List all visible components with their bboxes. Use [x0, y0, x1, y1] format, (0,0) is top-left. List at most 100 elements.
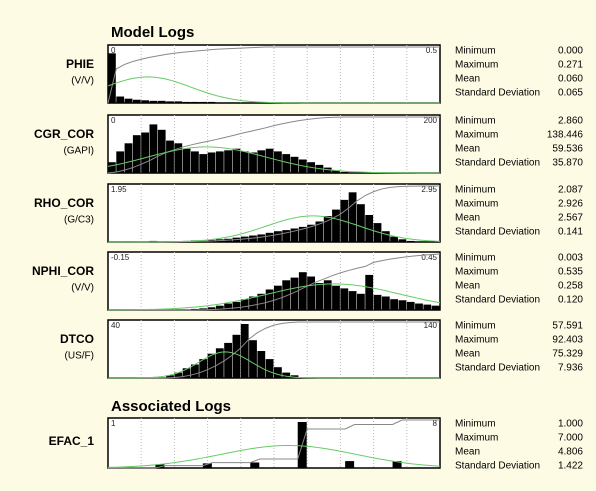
histogram-bar [373, 294, 382, 310]
normal-curve [107, 76, 440, 104]
histogram-bar [199, 359, 208, 378]
histogram-bar [199, 101, 208, 103]
histogram-bar [406, 240, 415, 242]
histogram-bar [232, 334, 241, 378]
normal-curve [107, 283, 441, 311]
histogram-bar [357, 204, 365, 242]
stat-label: Mean [455, 447, 480, 458]
stat-label: Standard Deviation [455, 461, 540, 472]
stat-value: 0.065 [558, 88, 583, 99]
stat-value: 0.003 [558, 253, 583, 264]
stat-value: 57.591 [552, 321, 583, 332]
stat-value: 92.403 [552, 335, 583, 346]
histogram-bar [390, 236, 398, 242]
range-min: 1.95 [111, 185, 127, 194]
range-max: 0.45 [421, 253, 437, 262]
log-unit: (US/F) [65, 351, 94, 362]
stat-label: Maximum [455, 60, 498, 71]
stat-label: Standard Deviation [455, 295, 540, 306]
histogram-bar [249, 102, 257, 103]
histogram-bar [257, 234, 266, 242]
histogram-bar [332, 170, 340, 173]
log-name: RHO_COR [34, 196, 94, 210]
histogram-bar [124, 143, 133, 173]
histogram-bar [249, 235, 257, 242]
histogram-bar [323, 167, 332, 173]
histogram-bar [406, 301, 415, 310]
stat-value: 1.422 [558, 461, 583, 472]
histogram-bar [224, 303, 232, 310]
histogram-bar [257, 351, 266, 378]
stat-label: Standard Deviation [455, 363, 540, 374]
histogram-bar [199, 154, 208, 173]
histogram-bar [157, 100, 166, 103]
log-name: DTCO [60, 332, 94, 346]
log-name: EFAC_1 [49, 434, 95, 448]
histogram-bar [215, 151, 224, 173]
cumulative-curve [108, 321, 440, 379]
histogram-bar [207, 353, 216, 378]
normal-curve [107, 215, 441, 243]
range-max: 2.95 [421, 185, 437, 194]
histogram-bar [224, 342, 232, 378]
log-panel: PHIE (V/V) 0 0.5 Minimum 0.000 Maximum 0.271 Mea… [66, 44, 583, 104]
cumulative-curve [107, 46, 440, 104]
histogram-bar [274, 231, 282, 242]
stat-value: 2.926 [558, 199, 583, 210]
histogram-bar [274, 285, 282, 310]
histogram-bar [315, 283, 324, 310]
histogram-bar [207, 152, 216, 173]
histogram-bar [348, 291, 357, 310]
stat-value: 0.141 [558, 227, 583, 238]
stat-value: 2.087 [558, 185, 583, 196]
histogram-bar [265, 232, 274, 242]
plot-area [107, 44, 441, 104]
stat-value: 7.000 [558, 433, 583, 444]
stat-label: Maximum [455, 335, 498, 346]
stat-value: 4.806 [558, 447, 583, 458]
histogram-bar [124, 98, 133, 103]
histogram-bar [265, 148, 274, 173]
histogram-bar [282, 280, 291, 310]
histogram-bar [141, 100, 149, 103]
histogram-bar [116, 151, 125, 173]
normal-curve [107, 351, 440, 379]
histogram-bar [108, 53, 116, 103]
stat-value: 0.535 [558, 267, 583, 278]
histogram-bar [166, 140, 174, 173]
stat-value: 35.870 [552, 158, 583, 169]
log-name: PHIE [66, 57, 94, 71]
cumulative-curve [108, 419, 440, 469]
histogram-bar [215, 305, 224, 310]
stat-label: Minimum [455, 321, 496, 332]
histogram-bar [132, 135, 141, 173]
stat-label: Minimum [455, 116, 496, 127]
histogram-bar [398, 300, 407, 310]
range-max: 200 [424, 116, 438, 125]
log-unit: (V/V) [71, 283, 94, 294]
histogram-bar [365, 274, 374, 310]
normal-curve [107, 445, 441, 468]
histogram-bar [290, 375, 299, 378]
log-panel: EFAC_1 1 8 Minimum 1.000 Maximum 7.000 Mean 4.80… [49, 417, 583, 472]
stat-value: 7.936 [558, 363, 583, 374]
stat-value: 0.271 [558, 60, 583, 71]
histogram-bar [423, 304, 432, 310]
stat-label: Mean [455, 144, 480, 155]
histogram-bar [307, 224, 315, 242]
histogram-bar [282, 230, 291, 242]
histogram-bar [282, 154, 291, 173]
stat-label: Minimum [455, 419, 496, 430]
stat-label: Mean [455, 281, 480, 292]
histogram-bar [332, 209, 340, 242]
histogram-bar [381, 231, 390, 242]
range-max: 140 [424, 321, 438, 330]
stat-value: 0.120 [558, 295, 583, 306]
histogram-bar [340, 288, 349, 310]
histogram-bar [132, 99, 141, 103]
histogram-bar [290, 156, 299, 173]
histogram-bar [249, 340, 257, 378]
histogram-bar [116, 96, 125, 103]
histogram-bar [199, 308, 208, 310]
range-min: -0.15 [111, 253, 130, 262]
